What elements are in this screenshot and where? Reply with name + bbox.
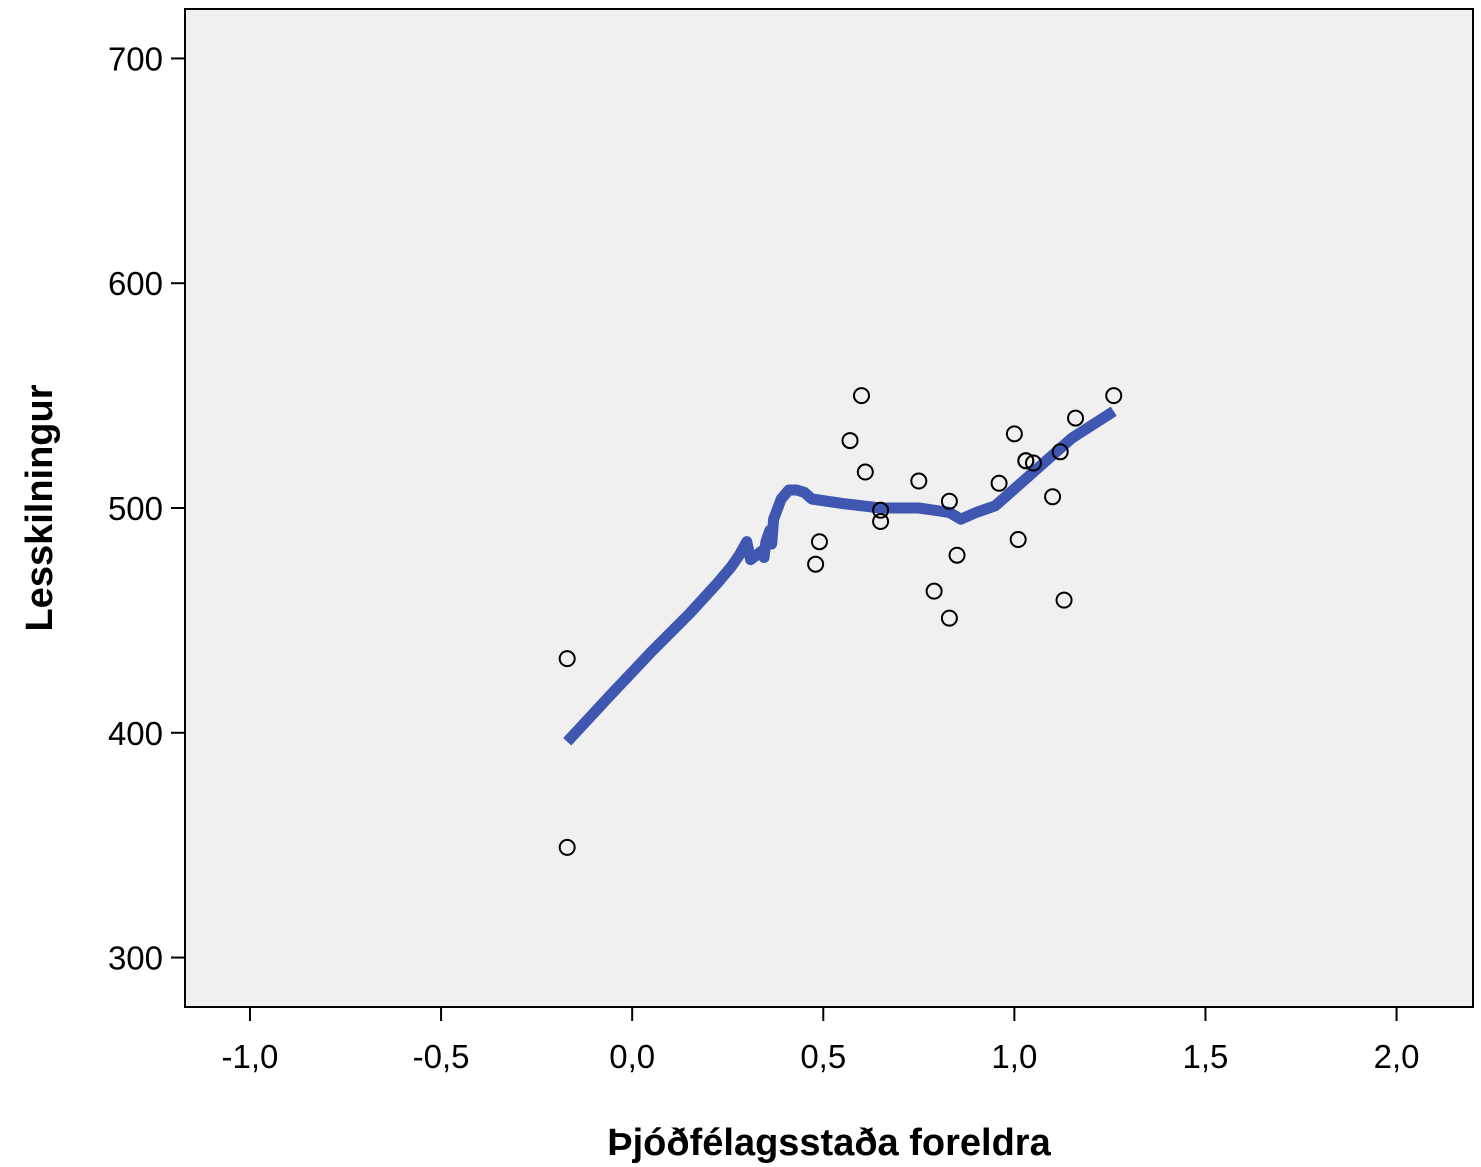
data-point — [1017, 452, 1035, 470]
x-axis-title: Þjóðfélagsstaða foreldra — [607, 1122, 1051, 1164]
data-point — [1105, 387, 1123, 405]
data-point — [1009, 530, 1027, 548]
data-point — [948, 546, 966, 564]
y-tick-label: 600 — [108, 265, 163, 302]
data-point — [1055, 591, 1073, 609]
x-tick-label: -0,5 — [413, 1038, 470, 1075]
fit-line-layer — [563, 406, 1117, 746]
y-tick-label: 700 — [108, 40, 163, 77]
data-point — [1051, 443, 1069, 461]
y-tick-label: 500 — [108, 490, 163, 527]
data-point — [558, 838, 576, 856]
data-point — [841, 432, 859, 450]
x-tick-label: 1,0 — [991, 1038, 1037, 1075]
x-tick-label: 0,5 — [800, 1038, 846, 1075]
y-axis: 300 400 500 600 700 — [108, 40, 185, 977]
data-point — [940, 492, 958, 510]
data-point — [1005, 425, 1023, 443]
data-point — [558, 650, 576, 668]
x-tick-label: 1,5 — [1183, 1038, 1229, 1075]
x-axis: -1,0 -0,5 0,0 0,5 1,0 1,5 2,0 — [222, 1007, 1420, 1075]
data-point — [1067, 409, 1085, 427]
data-point — [852, 387, 870, 405]
x-tick-label: -1,0 — [222, 1038, 279, 1075]
data-point — [872, 501, 890, 519]
point-layer — [558, 387, 1123, 856]
data-point — [810, 533, 828, 551]
fit-line — [563, 406, 1117, 746]
y-tick-label: 400 — [108, 715, 163, 752]
plot-area — [184, 8, 1474, 1008]
data-point — [872, 512, 890, 530]
x-tick-label: 2,0 — [1374, 1038, 1420, 1075]
data-point — [925, 582, 943, 600]
data-point — [1044, 488, 1062, 506]
y-tick-label: 300 — [108, 940, 163, 977]
data-point — [910, 472, 928, 490]
data-point — [807, 555, 825, 573]
data-point — [990, 474, 1008, 492]
y-axis-title: Lesskilningur — [19, 384, 61, 631]
data-point — [856, 463, 874, 481]
x-tick-label: 0,0 — [609, 1038, 655, 1075]
data-point — [1024, 454, 1042, 472]
data-point — [940, 609, 958, 627]
